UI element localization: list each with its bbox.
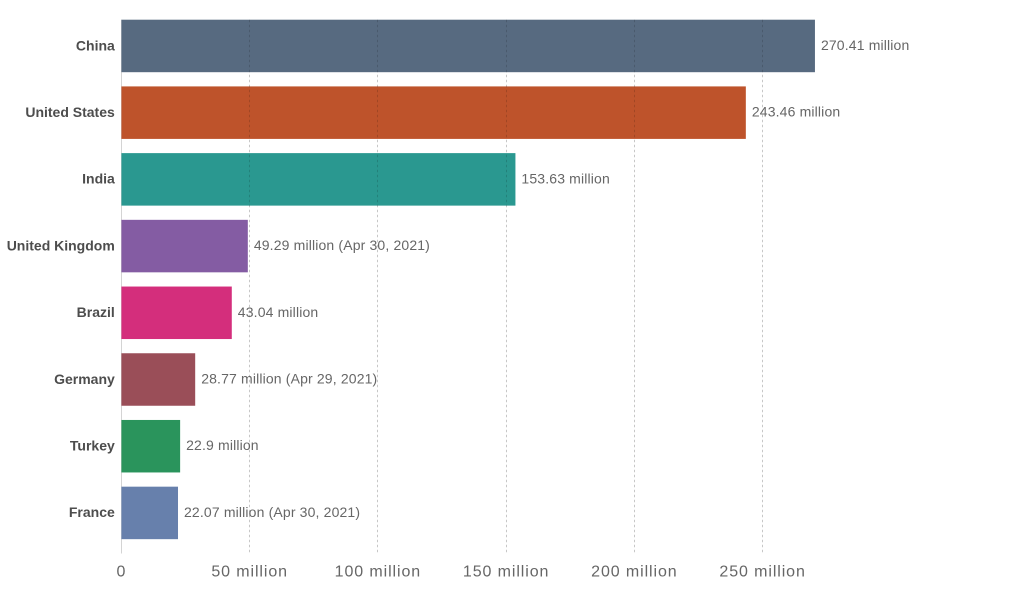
svg-text:22.07 million (Apr 30, 2021): 22.07 million (Apr 30, 2021) — [184, 504, 360, 520]
svg-text:270.41 million: 270.41 million — [821, 37, 910, 53]
svg-text:28.77 million (Apr 29, 2021): 28.77 million (Apr 29, 2021) — [201, 371, 377, 387]
svg-text:49.29 million (Apr 30, 2021): 49.29 million (Apr 30, 2021) — [254, 237, 430, 253]
svg-text:150 million: 150 million — [463, 563, 549, 580]
svg-text:0: 0 — [116, 563, 126, 580]
svg-text:243.46 million: 243.46 million — [752, 104, 841, 120]
svg-text:United States: United States — [25, 104, 115, 120]
svg-text:200 million: 200 million — [591, 563, 677, 580]
svg-text:43.04 million: 43.04 million — [238, 304, 319, 320]
svg-text:India: India — [82, 171, 115, 187]
svg-text:50 million: 50 million — [211, 563, 288, 580]
svg-text:Germany: Germany — [54, 371, 115, 387]
svg-text:22.9 million: 22.9 million — [186, 437, 259, 453]
svg-text:153.63 million: 153.63 million — [521, 170, 610, 186]
svg-text:France: France — [69, 504, 115, 520]
svg-text:Brazil: Brazil — [77, 304, 115, 320]
svg-text:China: China — [76, 37, 115, 53]
svg-text:United Kingdom: United Kingdom — [7, 237, 115, 253]
svg-text:250 million: 250 million — [719, 563, 805, 580]
svg-text:Turkey: Turkey — [70, 438, 115, 454]
svg-text:100 million: 100 million — [335, 563, 421, 580]
